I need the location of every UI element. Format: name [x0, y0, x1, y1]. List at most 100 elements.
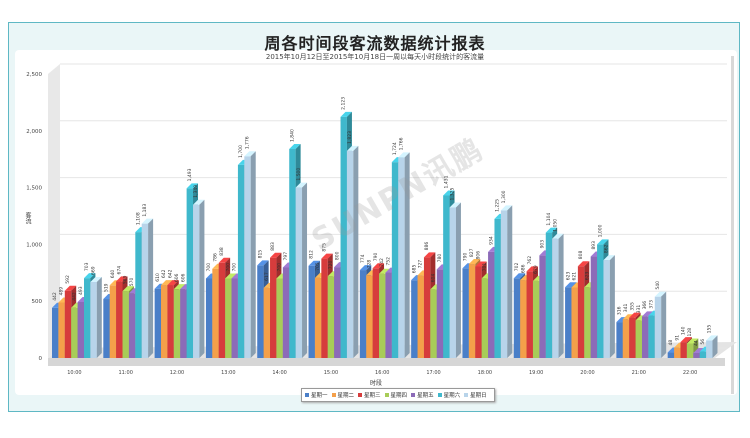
bar[interactable]: [282, 267, 290, 358]
bar[interactable]: [372, 268, 380, 358]
bar[interactable]: [494, 218, 501, 358]
bar[interactable]: [616, 322, 623, 358]
bar[interactable]: [276, 278, 283, 358]
legend-item[interactable]: 星期五: [411, 391, 434, 399]
bar[interactable]: [218, 262, 226, 358]
bar[interactable]: [693, 353, 700, 358]
bar[interactable]: [321, 258, 328, 358]
bar[interactable]: [231, 278, 238, 358]
legend-item[interactable]: 星期三: [358, 391, 381, 399]
legend-item[interactable]: 星期四: [384, 391, 407, 399]
bar[interactable]: [205, 278, 213, 358]
bar[interactable]: [128, 293, 136, 358]
bar[interactable]: [449, 207, 456, 358]
bar[interactable]: [430, 289, 437, 358]
bar[interactable]: [565, 287, 572, 358]
bar[interactable]: [52, 307, 59, 358]
bar[interactable]: [500, 210, 508, 358]
bar[interactable]: [443, 195, 450, 358]
bar[interactable]: [462, 268, 469, 358]
bar[interactable]: [103, 299, 110, 358]
bar[interactable]: [680, 342, 687, 358]
bar[interactable]: [58, 302, 65, 358]
bar[interactable]: [90, 282, 97, 358]
bar[interactable]: [526, 271, 533, 358]
bar[interactable]: [289, 148, 296, 358]
bar[interactable]: [590, 256, 598, 358]
bar[interactable]: [520, 280, 527, 358]
bar[interactable]: [411, 280, 418, 358]
bar[interactable]: [641, 316, 649, 358]
bar[interactable]: [180, 289, 187, 358]
bar[interactable]: [552, 238, 559, 358]
bar[interactable]: [622, 319, 630, 358]
bar[interactable]: [654, 296, 662, 358]
bar[interactable]: [584, 287, 591, 358]
bar[interactable]: [141, 223, 149, 358]
bar[interactable]: [436, 269, 444, 358]
bar[interactable]: [173, 289, 181, 358]
bar[interactable]: [263, 287, 271, 358]
bar[interactable]: [532, 280, 540, 358]
bar[interactable]: [379, 273, 386, 358]
bar[interactable]: [71, 307, 78, 358]
scrollbar[interactable]: [731, 56, 734, 394]
bar[interactable]: [327, 276, 335, 358]
bar[interactable]: [77, 301, 84, 358]
bar[interactable]: [135, 232, 142, 358]
bar[interactable]: [366, 275, 373, 358]
bar[interactable]: [391, 162, 399, 358]
bar[interactable]: [597, 244, 604, 358]
bar[interactable]: [116, 281, 123, 358]
bar[interactable]: [635, 320, 642, 358]
bar[interactable]: [423, 257, 431, 358]
bar[interactable]: [257, 265, 264, 358]
bar[interactable]: [674, 347, 681, 358]
bar[interactable]: [545, 232, 553, 358]
bar[interactable]: [334, 267, 341, 358]
legend-item[interactable]: 星期二: [331, 391, 354, 399]
bar[interactable]: [475, 266, 482, 358]
bar[interactable]: [398, 157, 405, 358]
bar[interactable]: [225, 278, 232, 358]
bar[interactable]: [481, 278, 489, 358]
bar[interactable]: [270, 257, 277, 358]
bar[interactable]: [154, 288, 162, 358]
bar[interactable]: [340, 116, 347, 358]
bar[interactable]: [648, 315, 655, 358]
legend-item[interactable]: 星期六: [437, 391, 460, 399]
bar[interactable]: [699, 351, 707, 358]
bar[interactable]: [109, 285, 117, 358]
bar[interactable]: [193, 204, 200, 358]
bar[interactable]: [122, 291, 129, 358]
bar[interactable]: [359, 270, 367, 358]
bar[interactable]: [212, 268, 219, 358]
bar[interactable]: [686, 343, 694, 358]
data-label: 862: [604, 244, 610, 253]
bar[interactable]: [629, 317, 636, 358]
bar[interactable]: [706, 340, 713, 358]
bar[interactable]: [468, 264, 476, 358]
bar[interactable]: [84, 278, 91, 358]
bar[interactable]: [308, 265, 315, 358]
bar[interactable]: [186, 188, 194, 358]
bar[interactable]: [295, 187, 303, 358]
bar[interactable]: [385, 272, 392, 358]
bar[interactable]: [539, 255, 546, 358]
bar[interactable]: [244, 156, 251, 358]
bar[interactable]: [603, 260, 610, 358]
bar[interactable]: [417, 275, 424, 358]
bar[interactable]: [571, 287, 578, 358]
legend-item[interactable]: 星期一: [305, 391, 328, 399]
bar[interactable]: [161, 285, 168, 358]
legend-item[interactable]: 星期日: [464, 391, 487, 399]
bar[interactable]: [577, 266, 585, 358]
bar[interactable]: [314, 277, 322, 358]
bar[interactable]: [488, 251, 495, 358]
bar[interactable]: [64, 290, 72, 358]
bar[interactable]: [513, 278, 521, 358]
bar[interactable]: [667, 352, 675, 358]
bar[interactable]: [167, 285, 174, 358]
bar[interactable]: [346, 150, 354, 358]
bar[interactable]: [237, 164, 245, 358]
